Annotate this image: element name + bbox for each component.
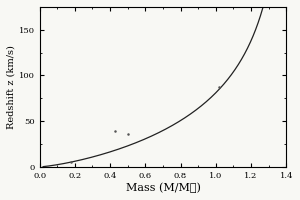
Y-axis label: Redshift z (km/s): Redshift z (km/s) <box>7 45 16 129</box>
X-axis label: Mass (M/M☉): Mass (M/M☉) <box>125 183 200 193</box>
